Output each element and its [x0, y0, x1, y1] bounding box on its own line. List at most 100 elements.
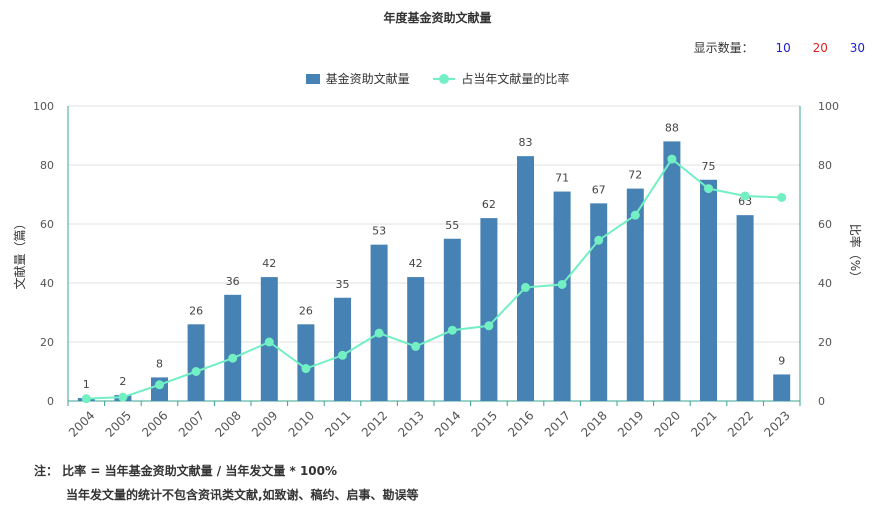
bar [663, 141, 681, 401]
y2-tick-label: 100 [818, 100, 839, 113]
ratio-point [264, 337, 274, 347]
show-count-option-10[interactable]: 10 [775, 41, 791, 55]
ratio-point [630, 210, 640, 220]
y-tick-label: 100 [33, 100, 54, 113]
show-count-option-30[interactable]: 30 [849, 41, 865, 55]
y2-tick-label: 60 [818, 218, 832, 231]
ratio-point [740, 191, 750, 201]
bar-data-label: 62 [482, 198, 496, 211]
legend-bar-label: 基金资助文献量 [325, 72, 410, 86]
x-tick-label: 2005 [103, 408, 134, 439]
y2-tick-label: 40 [818, 277, 832, 290]
bar [700, 179, 717, 401]
x-tick-label: 2014 [432, 408, 463, 439]
y2-tick-label: 80 [818, 159, 832, 172]
bar-data-label: 26 [299, 304, 313, 317]
x-tick-label: 2004 [66, 408, 97, 439]
y-tick-label: 40 [40, 277, 54, 290]
y-tick-label: 0 [47, 395, 54, 408]
ratio-point [411, 341, 421, 351]
bar-data-label: 9 [778, 354, 785, 367]
show-count-option-20[interactable]: 20 [812, 41, 828, 55]
legend-item-line[interactable]: 占当年文献量的比率 [433, 70, 569, 87]
bar [736, 215, 754, 401]
ratio-point [338, 350, 347, 360]
bar [407, 277, 425, 401]
legend-line-swatch [433, 73, 456, 84]
x-tick-label: 2018 [578, 408, 609, 439]
chart-legend: 基金资助文献量 占当年文献量的比率 [0, 70, 875, 87]
x-tick-label: 2013 [395, 408, 426, 439]
ratio-point [447, 325, 457, 335]
bar [443, 238, 461, 401]
bar-data-label: 53 [372, 225, 386, 238]
legend-bar-swatch [305, 73, 320, 84]
bar [187, 324, 205, 401]
x-tick-label: 2019 [615, 408, 646, 439]
x-tick-label: 2006 [139, 408, 170, 439]
bar-data-label: 88 [665, 121, 679, 134]
bar-data-label: 55 [445, 219, 459, 232]
bar-data-label: 42 [409, 257, 423, 270]
bar [517, 156, 534, 401]
bar [297, 324, 315, 401]
ratio-point [301, 364, 311, 374]
y2-tick-label: 20 [818, 336, 832, 349]
ratio-point [777, 192, 787, 202]
x-tick-label: 2015 [469, 408, 500, 439]
show-count-label: 显示数量： [693, 41, 754, 55]
legend-item-bar[interactable]: 基金资助文献量 [305, 70, 410, 87]
y-tick-label: 60 [40, 218, 54, 231]
ratio-point [484, 321, 494, 331]
bar-data-label: 75 [702, 160, 716, 173]
show-count-control: 显示数量： 10 20 30 [694, 39, 865, 56]
x-tick-label: 2021 [688, 408, 719, 439]
x-tick-label: 2017 [542, 408, 573, 439]
ratio-point [557, 279, 567, 289]
ratio-line [86, 157, 782, 400]
ratio-point [191, 367, 201, 376]
bar [773, 374, 791, 401]
ratio-point [81, 394, 91, 404]
ratio-point [594, 235, 604, 245]
x-tick-label: 2007 [176, 408, 207, 439]
bar [590, 203, 608, 401]
note-line-1: 注： 比率 = 当年基金资助文献量 / 当年发文量 * 100% [34, 464, 338, 478]
bar-data-label: 35 [336, 278, 350, 291]
bar-data-label: 36 [226, 275, 240, 288]
ratio-point [228, 353, 238, 363]
bar [626, 188, 644, 401]
bar-data-label: 26 [189, 304, 203, 317]
bar-data-label: 1 [83, 378, 90, 391]
x-tick-label: 2012 [359, 408, 390, 439]
x-tick-label: 2009 [249, 408, 280, 439]
ratio-point [374, 328, 384, 338]
ratio-point [704, 184, 713, 194]
bar-data-label: 2 [119, 375, 126, 388]
bar-data-label: 42 [262, 257, 276, 270]
x-tick-label: 2023 [761, 408, 792, 439]
bar-data-label: 83 [519, 136, 533, 149]
ratio-point [155, 380, 164, 390]
bar [553, 191, 571, 401]
bar [224, 294, 242, 401]
ratio-point [521, 282, 530, 292]
bar-data-label: 8 [156, 357, 163, 370]
y2-tick-label: 0 [818, 395, 825, 408]
y2-axis-title: 比率（%） [848, 224, 863, 283]
x-tick-label: 2022 [725, 408, 756, 439]
x-tick-label: 2010 [286, 408, 317, 439]
bar [370, 244, 388, 401]
bar-data-label: 72 [628, 169, 642, 182]
ratio-point [667, 154, 677, 164]
x-tick-label: 2008 [212, 408, 243, 439]
bar-data-label: 71 [555, 172, 569, 185]
legend-line-label: 占当年文献量的比率 [461, 72, 570, 86]
chart-title: 年度基金资助文献量 [383, 11, 492, 25]
note-line-2: 当年发文量的统计不包含资讯类文献,如致谢、稿约、启事、勘误等 [66, 488, 419, 502]
y-tick-label: 80 [40, 159, 54, 172]
bar [334, 297, 351, 401]
y-axis-title: 文献量（篇） [12, 217, 27, 289]
ratio-point [118, 392, 128, 402]
